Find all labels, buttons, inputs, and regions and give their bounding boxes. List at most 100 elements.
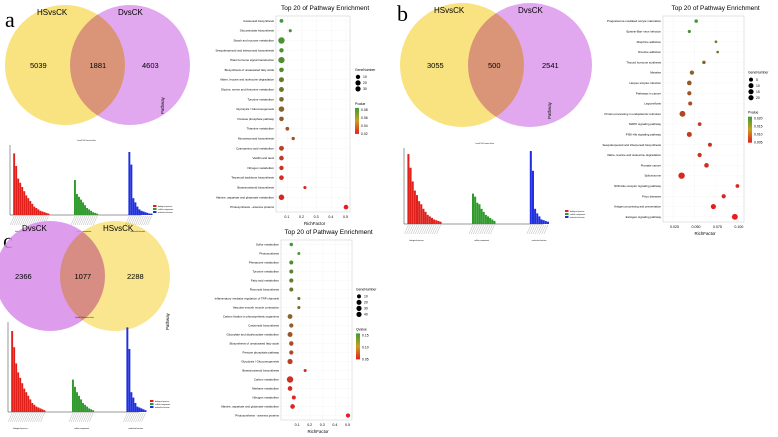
color-legend-bar	[356, 333, 360, 360]
size-legend-dot-3	[356, 311, 362, 317]
go-bar-0-5	[418, 201, 421, 224]
go-bar-0-8	[424, 211, 427, 224]
pathway-point-15	[279, 165, 284, 171]
go-bar-ticklabel-2-5	[133, 412, 138, 423]
go-bar-ticklabel-1-2	[72, 412, 78, 423]
pathway-point-7	[687, 91, 692, 96]
go-bar-ticklabel-0-3	[16, 215, 21, 226]
go-bar-ticklabel-1-6	[82, 215, 88, 226]
go-bar-0-12	[35, 406, 38, 412]
size-legend-label-0: 5	[756, 78, 758, 82]
pathway-point-17	[721, 194, 726, 199]
go-bar-1-2	[78, 196, 80, 215]
go-bar-ticklabel-0-4	[16, 412, 21, 423]
venn-left-label: HSvsCK	[434, 6, 465, 15]
pathway-label-4: Plant hormone signal transduction	[230, 58, 274, 62]
go-bar-ticklabel-2-5	[135, 215, 140, 226]
size-legend-label-2: 15	[756, 90, 760, 94]
go-legend-label-0: biological process	[158, 206, 172, 208]
go-bar-2-9	[146, 212, 149, 215]
go-bar-ticklabel-1-0	[468, 224, 474, 235]
go-bar-2-9	[144, 410, 147, 412]
size-legend-dot-0	[357, 294, 361, 299]
go-bar-0-17	[47, 213, 50, 215]
pathway-label-10: MAPK signaling pathway	[629, 122, 662, 126]
go-bar-ticklabel-0-7	[22, 412, 27, 423]
go-bar-1-7	[86, 406, 89, 412]
pathway-dot-plot: Top 20 of Pathway Enrichment 0.025 0.050 0.…	[547, 5, 769, 236]
go-bar-ticklabel-1-1	[72, 215, 78, 226]
pathway-label-18: Antigen processing and presentation	[614, 205, 661, 209]
go-bar-ticklabel-0-1	[406, 224, 411, 235]
go-bar-0-1	[15, 166, 18, 215]
pathway-point-18	[278, 194, 285, 201]
pathway-xlabel: RichFactor	[695, 231, 717, 236]
pathway-point-8	[279, 96, 284, 102]
go-bar-ticklabel-1-6	[80, 412, 86, 423]
go-bar-0-5	[23, 191, 26, 215]
pathway-xtick-3: 0.4	[328, 215, 333, 219]
go-bar-2-3	[132, 397, 135, 412]
go-bar-ticklabel-1-4	[78, 215, 84, 226]
go-bar-0-7	[25, 392, 28, 412]
venn-overlap-count: 500	[488, 61, 501, 70]
size-legend-label-0: 10	[363, 75, 367, 79]
pathway-label-2: Morphine addiction	[637, 40, 662, 44]
go-bar-0-8	[29, 201, 32, 215]
go-bar-0-14	[41, 211, 44, 215]
go-bar-ticklabel-0-2	[12, 412, 17, 423]
go-bar-2-7	[544, 220, 547, 224]
venn-right-circle	[60, 221, 170, 331]
pathway-point-5	[689, 70, 695, 75]
size-legend-title: GeneNumber	[355, 68, 376, 72]
pathway-plot-title: Top 20 of Pathway Enrichment	[285, 229, 373, 236]
go-bar-1-10	[94, 212, 97, 215]
go-bar-0-7	[27, 198, 30, 215]
pathway-label-5: Biosynthesis of unsaturated fatty acids	[225, 68, 275, 72]
venn-right-label: DvsCK	[518, 6, 544, 15]
go-bar-ticklabel-1-3	[74, 412, 80, 423]
go-bar-0-14	[39, 408, 42, 412]
go-bar-ticklabel-2-7	[137, 412, 142, 423]
go-bar-2-4	[134, 403, 137, 412]
color-legend-label-1: 0.10	[362, 345, 369, 349]
venn-right-only-count: 2541	[542, 61, 559, 70]
go-bar-0-10	[428, 216, 431, 224]
pathway-xtick-4: 0.5	[343, 215, 348, 219]
venn-right-label: HSvsCK	[103, 224, 134, 233]
go-bar-0-4	[19, 377, 22, 412]
pathway-label-8: Carbon fixation in photosynthetic organi…	[223, 315, 280, 319]
venn-left-label: HSvsCK	[37, 8, 68, 17]
pathway-point-13	[279, 145, 284, 151]
go-bar-0-5	[21, 383, 24, 412]
go-bar-ticklabel-1-8	[84, 412, 90, 423]
go-bar-ticklabel-0-16	[40, 412, 45, 423]
go-bar-0-3	[413, 190, 416, 224]
go-bar-ticklabel-0-5	[20, 215, 25, 226]
go-bar-ticklabel-2-2	[530, 224, 536, 235]
pathway-label-2: Phenazone metabolism	[249, 261, 280, 265]
go-bar-2-1	[128, 349, 131, 412]
go-bar-ticklabel-2-3	[129, 412, 134, 423]
pathway-xtick-3: 0.100	[734, 225, 743, 229]
pathway-label-14: Prostate cancer	[641, 163, 661, 167]
go-bar-2-6	[140, 210, 143, 215]
pathway-point-12	[289, 350, 294, 355]
color-legend-label-2: 0.010	[754, 133, 763, 137]
go-bar-ticklabel-1-1	[70, 412, 76, 423]
go-bar-ticklabel-0-9	[28, 215, 33, 226]
go-bar-ticklabel-1-4	[477, 224, 482, 235]
pathway-label-12: Sesquiterpenoid and triterpenoid biosynt…	[603, 143, 662, 147]
go-bar-2-3	[536, 213, 539, 224]
go-bar-ticklabel-2-6	[135, 412, 140, 423]
go-bar-ticklabel-0-13	[432, 224, 437, 235]
go-bar-1-8	[88, 408, 91, 412]
go-bar-1-3	[478, 204, 481, 224]
pathway-label-9: Protein processing in endoplasmic reticu…	[604, 112, 661, 116]
go-bar-ticklabel-2-10	[145, 215, 150, 226]
size-legend-dot-0	[355, 74, 361, 80]
go-bar-1-6	[84, 404, 87, 412]
pathway-point-9	[289, 323, 294, 328]
go-bar-ticklabel-0-12	[429, 224, 435, 235]
venn-overlap-count: 1077	[75, 272, 92, 281]
